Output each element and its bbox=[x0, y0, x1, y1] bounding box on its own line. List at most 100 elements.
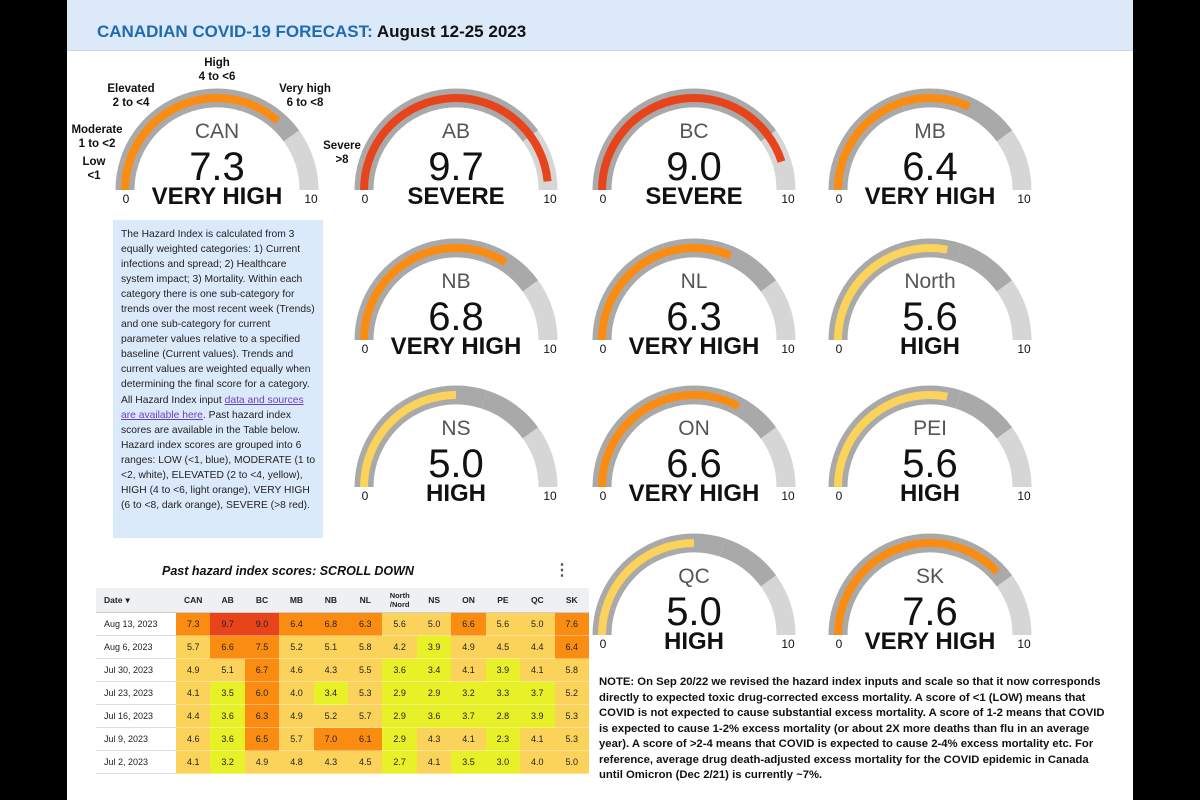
score-cell: 5.6 bbox=[382, 612, 417, 636]
gauge-value-arc bbox=[834, 391, 948, 488]
score-cell: 9.0 bbox=[244, 612, 280, 636]
gauge-min-label: 0 bbox=[600, 637, 607, 651]
legend-very-high-name: Very high bbox=[279, 83, 331, 95]
score-cell: 4.9 bbox=[451, 635, 486, 659]
gauge-score: 5.0 bbox=[666, 590, 722, 634]
gauge-score: 9.7 bbox=[428, 145, 484, 189]
gauge-score: 6.6 bbox=[666, 442, 722, 486]
past-scores-title: Past hazard index scores: SCROLL DOWN bbox=[162, 564, 414, 578]
score-cell: 4.9 bbox=[279, 704, 314, 728]
gauge-max-label: 10 bbox=[304, 192, 318, 206]
gauge-score: 7.3 bbox=[189, 145, 245, 189]
score-cell: 7.6 bbox=[554, 612, 589, 636]
column-header[interactable]: North/Nord bbox=[382, 588, 417, 613]
gauge-value-arc bbox=[121, 94, 281, 191]
score-cell: 4.3 bbox=[416, 727, 452, 751]
table-row: Jul 23, 2023 4.1 3.5 6.0 4.0 3.4 5.3 2.9 2.9 3.2 3… bbox=[96, 681, 589, 705]
score-cell: 7.3 bbox=[176, 612, 211, 636]
gauge-region-label: QC bbox=[678, 565, 710, 588]
score-cell: 3.6 bbox=[416, 704, 452, 728]
score-cell: 3.9 bbox=[485, 658, 521, 682]
score-cell: 3.5 bbox=[451, 750, 486, 774]
gauge-region-label: CAN bbox=[195, 120, 239, 143]
score-cell: 4.0 bbox=[279, 681, 314, 705]
score-cell: 5.8 bbox=[554, 658, 589, 682]
score-cell: 4.3 bbox=[313, 750, 349, 774]
gauge-level: VERY HIGH bbox=[391, 333, 522, 360]
title-prefix: CANADIAN COVID-19 FORECAST: bbox=[97, 22, 373, 41]
column-header[interactable]: NS bbox=[416, 588, 452, 613]
gauge-region-label: PEI bbox=[913, 417, 947, 440]
sort-arrow-icon[interactable]: ▾ bbox=[125, 594, 130, 605]
column-header[interactable]: BC bbox=[244, 588, 280, 613]
score-cell: 5.7 bbox=[348, 704, 383, 728]
score-cell: 5.0 bbox=[520, 612, 555, 636]
gauge-level: SEVERE bbox=[645, 183, 742, 210]
score-cell: 4.1 bbox=[416, 750, 452, 774]
column-header[interactable]: ON bbox=[451, 588, 486, 613]
table-row: Aug 13, 2023 7.3 9.7 9.0 6.4 6.8 6.3 5.6 5.0 6.6 5… bbox=[96, 612, 589, 636]
date-column-header[interactable]: Date ▾ bbox=[96, 588, 177, 613]
legend-moderate-name: Moderate bbox=[71, 124, 122, 136]
column-header[interactable]: QC bbox=[520, 588, 555, 613]
score-cell: 7.5 bbox=[244, 635, 280, 659]
legend-very-high-range: 6 to <8 bbox=[287, 97, 324, 109]
gauge-value-arc bbox=[834, 94, 971, 191]
score-cell: 4.1 bbox=[176, 681, 211, 705]
gauge-level: VERY HIGH bbox=[629, 480, 760, 507]
gauge-region-label: BC bbox=[679, 120, 708, 143]
column-header[interactable]: MB bbox=[279, 588, 314, 613]
gauge-level: HIGH bbox=[900, 480, 960, 507]
score-cell: 4.5 bbox=[348, 750, 383, 774]
gauge-max-label: 10 bbox=[1017, 342, 1031, 356]
score-cell: 9.7 bbox=[210, 612, 245, 636]
column-header[interactable]: PE bbox=[485, 588, 521, 613]
score-cell: 6.7 bbox=[244, 658, 280, 682]
score-cell: 5.3 bbox=[554, 727, 589, 751]
score-cell: 4.5 bbox=[485, 635, 521, 659]
legend-severe-name: Severe bbox=[323, 140, 361, 152]
date-cell: Jul 16, 2023 bbox=[96, 704, 177, 728]
gauge-region-label: SK bbox=[916, 565, 944, 588]
column-header[interactable]: SK bbox=[554, 588, 589, 613]
gauge-region-label: MB bbox=[914, 120, 946, 143]
column-header[interactable]: NB bbox=[313, 588, 349, 613]
score-cell: 5.2 bbox=[313, 704, 349, 728]
page-title: CANADIAN COVID-19 FORECAST: August 12-25… bbox=[97, 22, 526, 42]
score-cell: 3.7 bbox=[520, 681, 555, 705]
score-cell: 4.9 bbox=[176, 658, 211, 682]
legend-high-range: 4 to <6 bbox=[199, 71, 236, 83]
gauge-region-label: ON bbox=[678, 417, 710, 440]
column-header[interactable]: AB bbox=[210, 588, 245, 613]
column-header[interactable]: CAN bbox=[176, 588, 211, 613]
gauge-max-label: 10 bbox=[1017, 192, 1031, 206]
table-header-row: Date ▾ CAN AB BC MB NB NL North/Nord NS ON PE QC SK bbox=[96, 588, 589, 613]
score-cell: 3.5 bbox=[210, 681, 245, 705]
date-header-label: Date bbox=[104, 594, 123, 605]
kebab-menu-icon[interactable]: ⋮ bbox=[554, 562, 570, 579]
gauge-min-label: 0 bbox=[123, 192, 130, 206]
gauge-score: 6.4 bbox=[902, 145, 958, 189]
gauge-min-label: 0 bbox=[836, 192, 843, 206]
gauge-min-label: 0 bbox=[600, 342, 607, 356]
gauge-min-label: 0 bbox=[836, 342, 843, 356]
score-cell: 2.8 bbox=[485, 704, 521, 728]
score-cell: 2.9 bbox=[416, 681, 452, 705]
column-header[interactable]: NL bbox=[348, 588, 383, 613]
gauge-track-segment bbox=[719, 538, 777, 587]
score-cell: 5.1 bbox=[210, 658, 245, 682]
data-sources-link[interactable]: data and sources are available here bbox=[121, 394, 304, 421]
gauge-track-segment bbox=[760, 280, 796, 341]
gauge-track-segment bbox=[996, 575, 1032, 636]
dashboard-page: CANADIAN COVID-19 FORECAST: August 12-25… bbox=[67, 0, 1133, 800]
gauge-max-label: 10 bbox=[781, 637, 795, 651]
gauge-score: 5.6 bbox=[902, 295, 958, 339]
gauge-value-arc bbox=[598, 539, 695, 636]
gauge-level: SEVERE bbox=[407, 183, 504, 210]
score-cell: 4.3 bbox=[313, 658, 349, 682]
legend-low-name: Low bbox=[83, 156, 106, 168]
score-cell: 2.7 bbox=[382, 750, 417, 774]
gauge-level: VERY HIGH bbox=[865, 628, 996, 655]
gauge-score: 5.0 bbox=[428, 442, 484, 486]
